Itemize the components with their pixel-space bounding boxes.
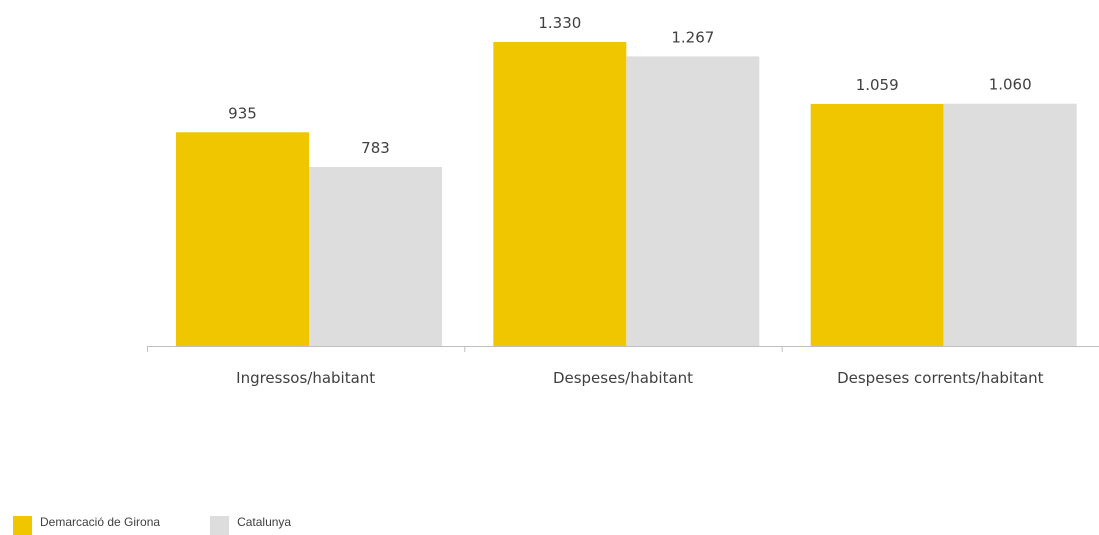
legend: Demarcació de Girona Catalunya [13,512,341,535]
legend-swatch-catalunya [210,516,230,535]
bar-catalunya-1 [626,56,760,347]
bars-group [176,42,1077,347]
bar-catalunya-2 [943,103,1077,346]
x-tick-label-2: Despeses corrents/habitant [837,369,1044,387]
x-tick-label-1: Despeses/habitant [553,369,693,387]
bar-catalunya-0 [309,167,442,346]
data-label-catalunya-0: 783 [361,139,390,157]
legend-label-girona: Demarcació de Girona [40,514,161,529]
legend-item-girona: Demarcació de Girona [13,512,161,535]
data-label-catalunya-1: 1.267 [671,28,714,46]
x-tick-labels-group: Ingressos/habitant Despeses/habitant Despe… [236,369,1044,387]
value-labels-group: 935 783 1.330 1.267 1.059 1.060 [228,14,1031,157]
data-label-catalunya-2: 1.060 [989,76,1032,94]
bar-girona-2 [810,103,944,346]
x-axis [147,346,1099,352]
bar-girona-1 [493,42,627,346]
data-label-girona-0: 935 [228,104,257,122]
data-label-girona-1: 1.330 [538,14,581,32]
data-label-girona-2: 1.059 [856,76,899,94]
legend-item-catalunya: Catalunya [210,512,292,535]
x-tick-label-0: Ingressos/habitant [236,369,375,387]
legend-label-catalunya: Catalunya [237,514,292,529]
legend-swatch-girona [13,516,32,535]
bar-girona-0 [176,132,309,346]
